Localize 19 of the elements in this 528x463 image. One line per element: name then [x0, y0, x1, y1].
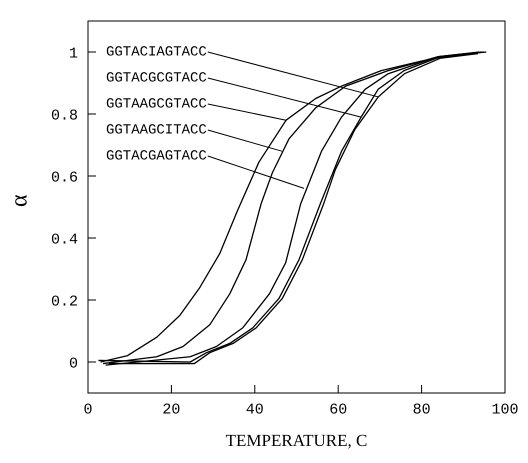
y-axis-title: α	[6, 194, 33, 207]
x-tick-label: 100	[491, 402, 519, 419]
annotation: GGTACIAGTACC	[106, 44, 207, 61]
annotation: GGTACGAGTACC	[106, 148, 207, 165]
y-tick-label: 0.4	[50, 231, 78, 248]
x-tick-label: 60	[329, 402, 348, 419]
y-tick-label: 0	[68, 355, 78, 372]
y-tick-label: 1	[68, 45, 78, 62]
x-tick-label: 20	[162, 402, 180, 419]
x-tick-label: 80	[412, 402, 431, 419]
x-tick-label: 40	[246, 402, 264, 419]
y-tick-label: 0.8	[50, 107, 78, 124]
annotation: GGTACGCGTACC	[106, 70, 207, 87]
annotation: GGTAAGCGTACC	[106, 96, 207, 113]
y-tick-label: 0.2	[50, 293, 78, 310]
x-tick-label: 0	[83, 402, 93, 419]
y-tick-label: 0.6	[50, 169, 78, 186]
x-axis-title: TEMPERATURE, C	[226, 431, 368, 450]
annotation: GGTAAGCITACC	[106, 122, 207, 139]
